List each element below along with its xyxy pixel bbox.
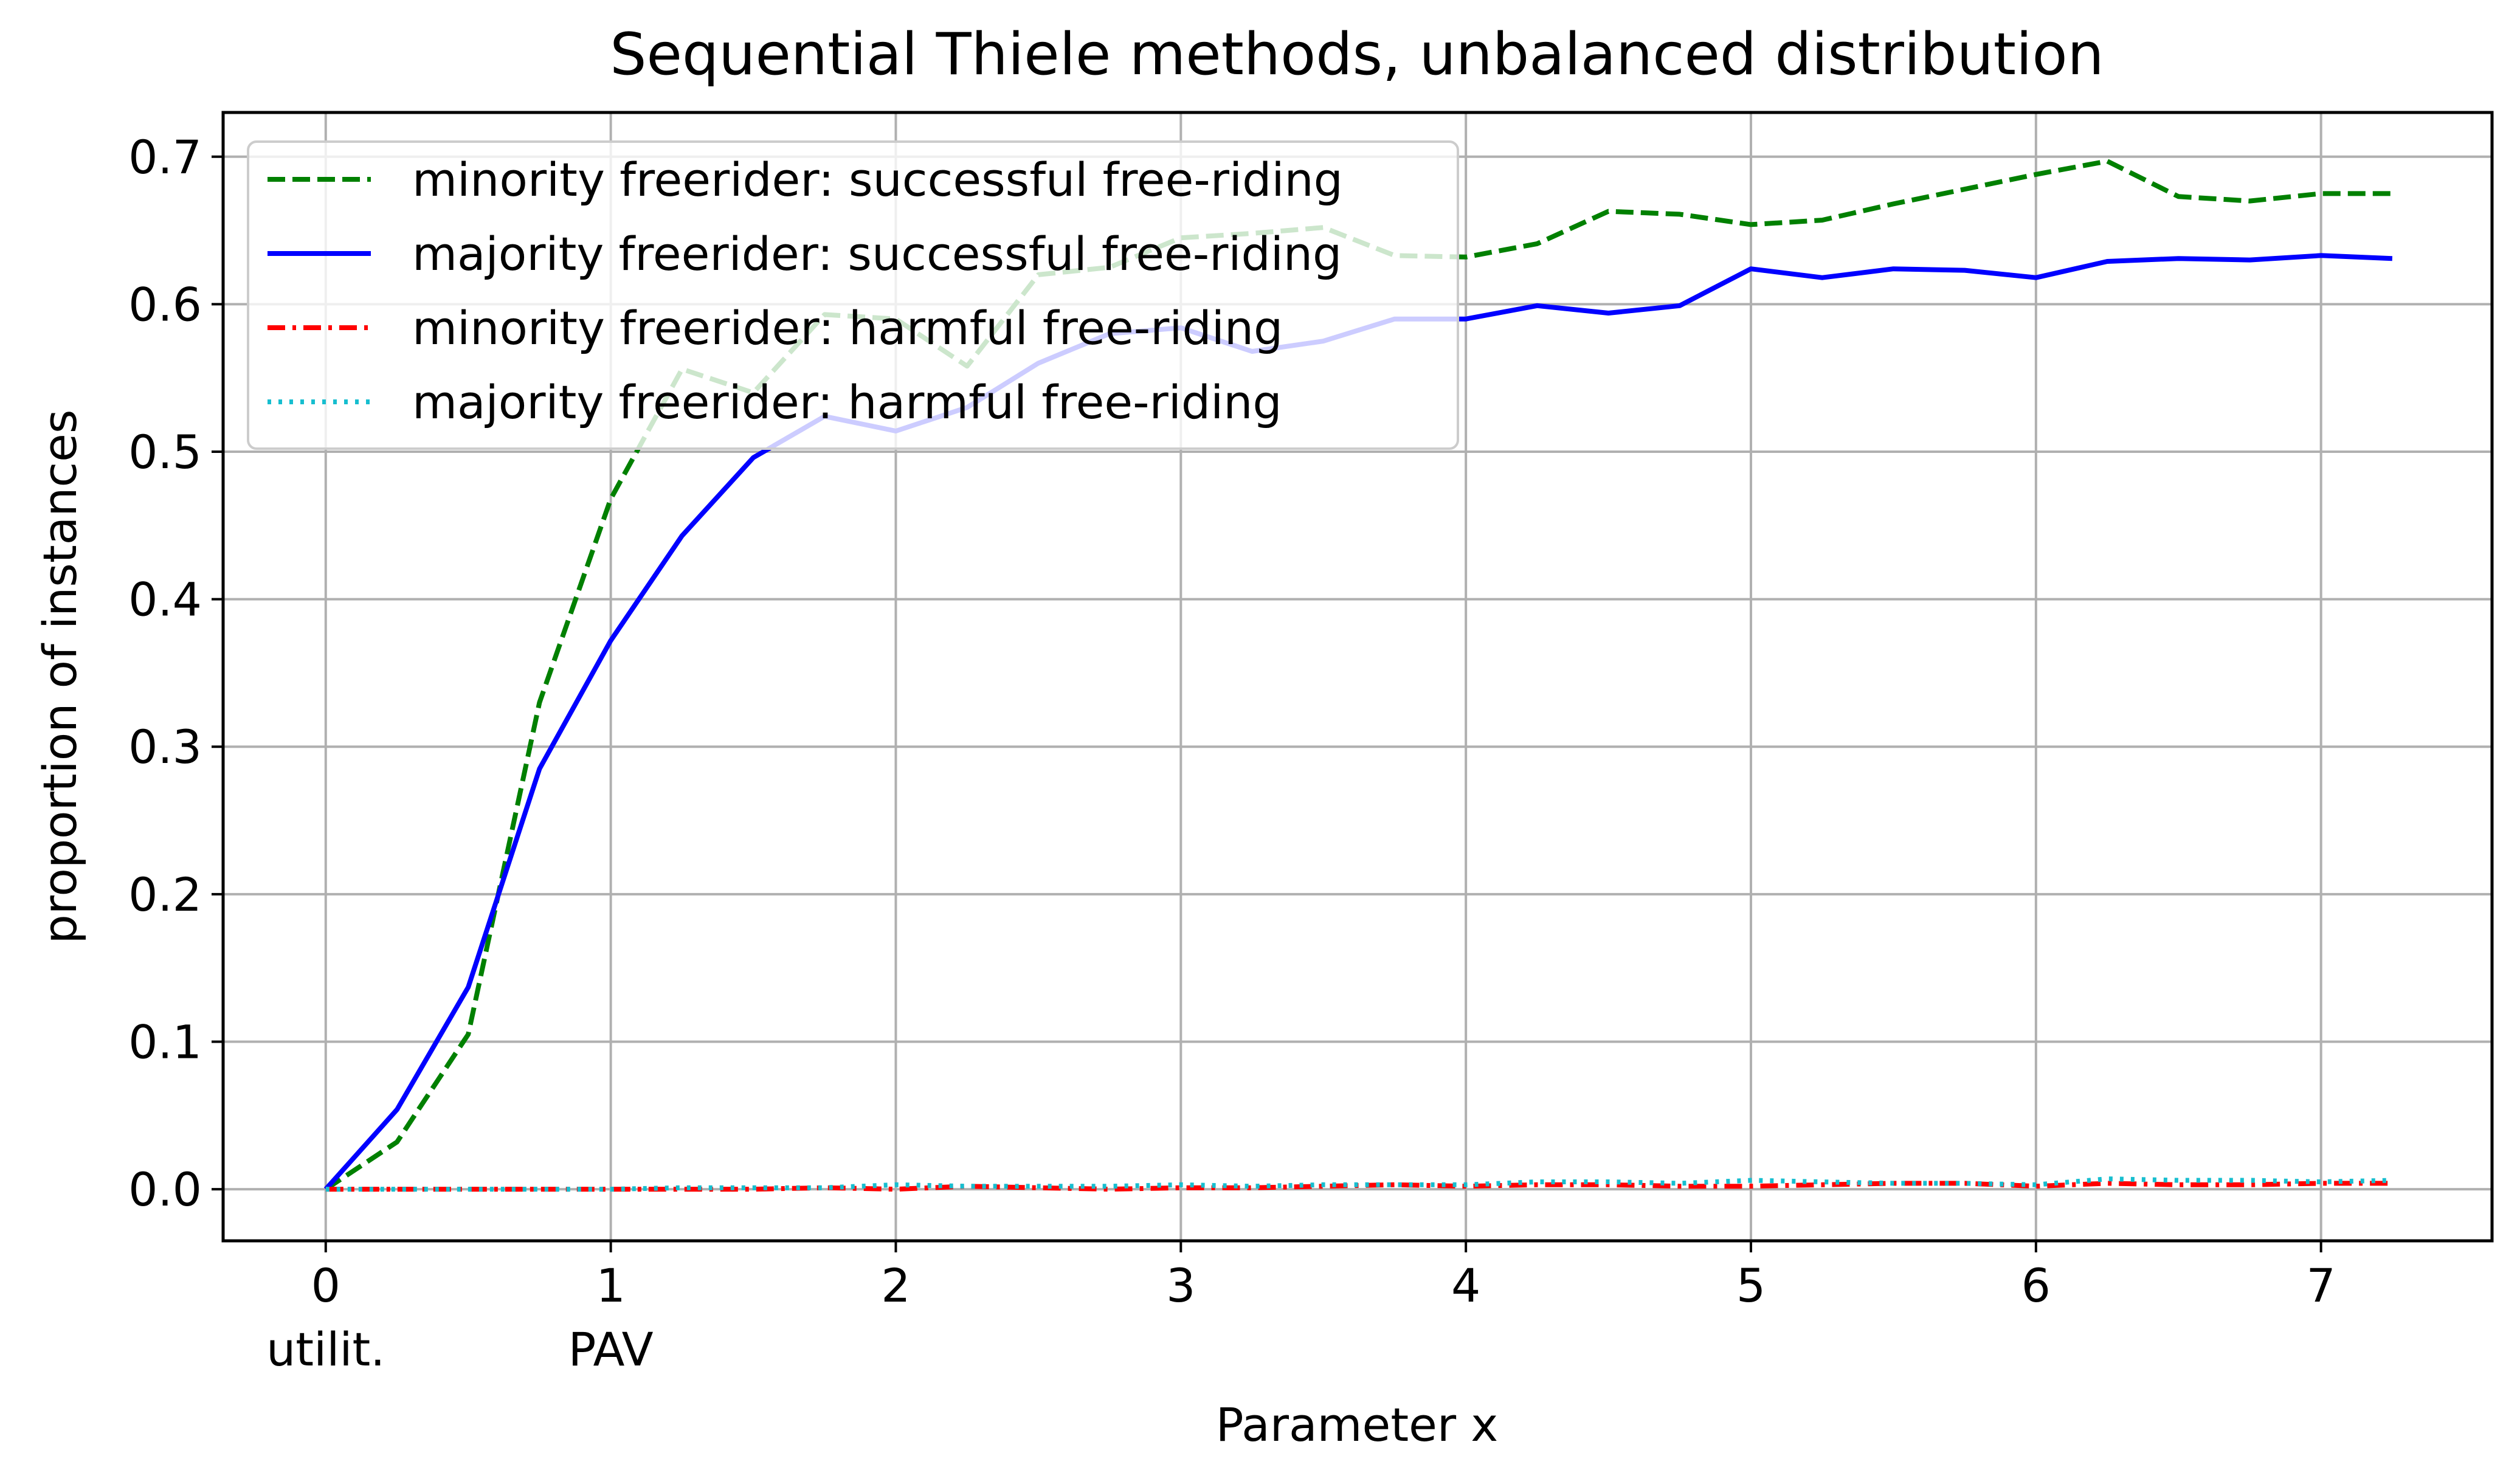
chart-title: Sequential Thiele methods, unbalanced di…	[610, 21, 2104, 88]
x-tick-extra-label: PAV	[568, 1322, 654, 1376]
legend-label-1: minority freerider: successful free-ridi…	[412, 153, 1343, 207]
series-line-3	[325, 1181, 2392, 1192]
x-tick-label: 3	[1166, 1258, 1195, 1313]
legend-label-4: majority freerider: harmful free-riding	[412, 375, 1282, 429]
y-tick-label: 0.5	[128, 425, 202, 479]
legend-label-3: minority freerider: harmful free-riding	[412, 301, 1283, 355]
x-tick-label: 1	[596, 1258, 625, 1313]
y-tick-label: 0.7	[128, 130, 202, 184]
x-tick-extra-label: utilit.	[266, 1322, 385, 1376]
y-axis-label: proportion of instances	[33, 409, 87, 944]
legend-box	[247, 140, 1459, 450]
legend-label-2: majority freerider: successful free-ridi…	[412, 227, 1342, 281]
legend-entries: minority freerider: successful free-ridi…	[268, 153, 1343, 429]
x-tick-label: 2	[881, 1258, 910, 1313]
x-axis-ticks: 0 1 2 3 4 5 6 7 utilit. PAV	[266, 1241, 2336, 1376]
x-axis-label: Parameter x	[1216, 1398, 1499, 1452]
y-tick-label: 0.1	[128, 1015, 202, 1069]
y-tick-label: 0.0	[128, 1162, 202, 1217]
x-tick-label: 7	[2307, 1258, 2336, 1313]
y-tick-label: 0.2	[128, 868, 202, 922]
x-tick-label: 4	[1451, 1258, 1480, 1313]
x-tick-label: 5	[1736, 1258, 1766, 1313]
legend: minority freerider: successful free-ridi…	[247, 140, 1459, 450]
x-tick-label: 6	[2021, 1258, 2051, 1313]
y-axis-ticks: 0.0 0.1 0.2 0.3 0.4 0.5 0.6 0.7	[128, 130, 223, 1217]
y-tick-label: 0.4	[128, 573, 202, 627]
x-tick-label: 0	[311, 1258, 340, 1313]
plot-frame	[221, 111, 2494, 1243]
y-tick-label: 0.3	[128, 720, 202, 774]
y-tick-label: 0.6	[128, 277, 202, 331]
